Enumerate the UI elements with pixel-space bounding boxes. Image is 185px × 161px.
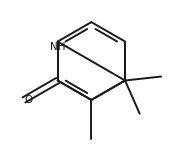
- Text: O: O: [24, 95, 32, 105]
- Text: NH: NH: [50, 42, 65, 52]
